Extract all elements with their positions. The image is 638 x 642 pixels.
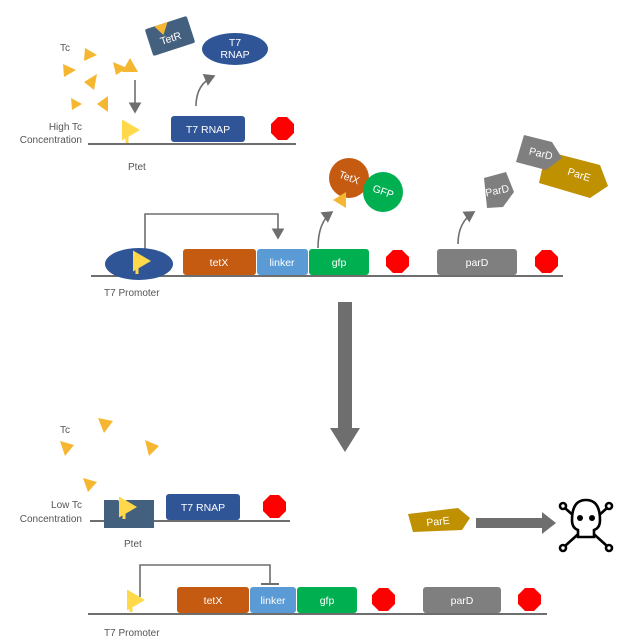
- tc-molecules-bottom: [60, 418, 159, 492]
- terminator-bottom-icon: [263, 495, 286, 518]
- construct-bottom: T7 Promoter tetX linker gfp parD: [88, 564, 547, 639]
- tc-label-top: Tc: [60, 43, 70, 54]
- tetr-bound-ptet: [104, 500, 154, 528]
- pard-protein-label: ParD: [484, 183, 510, 200]
- terminator-construct-bottom-2-icon: [518, 588, 541, 611]
- gene-linker-bottom: [250, 587, 296, 613]
- condition-high-line2: Concentration: [20, 135, 82, 146]
- repression-line-construct: [139, 564, 271, 597]
- low-tc-section: Tc Low Tc Concentration Ptet T7 RNAP Par…: [20, 418, 614, 553]
- t7rnap-protein-line1: T7: [229, 37, 241, 49]
- expression-arrow-gfp: [317, 211, 334, 249]
- gene-t7rnap-top: [171, 116, 245, 142]
- t7rnap-bound-promoter: [105, 248, 173, 280]
- gene-gfp-top: [309, 249, 369, 275]
- gene-linker-bottom-label: linker: [260, 595, 286, 607]
- tetr-protein: TetR: [145, 16, 195, 56]
- gene-t7rnap-bottom-label: T7 RNAP: [181, 502, 225, 514]
- tc-label-bottom: Tc: [60, 425, 70, 436]
- promoter-t7-top-icon: [133, 250, 151, 274]
- condition-low-line1: Low Tc: [51, 500, 82, 511]
- gfp-protein: [363, 172, 403, 212]
- activation-arrow-construct: [144, 213, 285, 258]
- gene-tetx-bottom-label: tetX: [204, 595, 223, 607]
- gene-pard-top: [437, 249, 517, 275]
- expression-arrow-t7: [195, 74, 216, 107]
- gene-pard-bottom-label: parD: [451, 595, 474, 607]
- gene-tetx-bottom: [177, 587, 249, 613]
- gene-linker-top-label: linker: [269, 257, 295, 269]
- high-tc-section: Tc TetR T7 RNAP High Tc Concentration Pt…: [20, 16, 296, 173]
- condition-high-line1: High Tc: [49, 122, 82, 133]
- promoter-ptet-top-icon: [122, 119, 140, 143]
- gene-gfp-top-label: gfp: [332, 257, 347, 269]
- promoter-ptet-bottom-icon: [119, 496, 137, 519]
- expression-arrow-pard: [457, 211, 476, 245]
- tetx-protein: [329, 158, 369, 198]
- t7-promoter-label-top: T7 Promoter: [104, 288, 160, 299]
- transition-down-arrow: [330, 302, 360, 452]
- toxicity-arrow: [476, 512, 556, 534]
- t7rnap-protein-line2: RNAP: [220, 49, 249, 61]
- gene-t7rnap-top-label: T7 RNAP: [186, 124, 230, 136]
- ptet-label-bottom: Ptet: [124, 539, 142, 550]
- pard-pare-complex: ParE ParD: [516, 135, 608, 198]
- t7-promoter-label-bottom: T7 Promoter: [104, 628, 160, 639]
- pare-protein-free: [408, 508, 470, 532]
- condition-low-line2: Concentration: [20, 514, 82, 525]
- skull-crossbones-icon: [558, 498, 614, 553]
- terminator-construct-top-2-icon: [535, 250, 558, 273]
- t7rnap-protein: [202, 33, 268, 65]
- promoter-t7-bottom-icon: [127, 589, 145, 612]
- gene-gfp-bottom: [297, 587, 357, 613]
- gene-linker-top: [257, 249, 308, 275]
- tc-bound-tetx: [333, 192, 346, 208]
- gene-tetx-top: [183, 249, 256, 275]
- gene-pard-top-label: parD: [466, 257, 489, 269]
- terminator-construct-bottom-1-icon: [372, 588, 395, 611]
- gene-gfp-bottom-label: gfp: [320, 595, 335, 607]
- construct-top: TetX GFP ParD ParE ParD T7 Promoter tetX…: [91, 135, 608, 299]
- gene-pard-bottom: [423, 587, 501, 613]
- ptet-label-top: Ptet: [128, 162, 146, 173]
- pard-protein: [484, 172, 514, 208]
- terminator-construct-top-1-icon: [386, 250, 409, 273]
- terminator-top-icon: [271, 117, 294, 140]
- pard-complex-label: ParD: [528, 145, 555, 163]
- tc-molecules-top: [63, 48, 138, 112]
- gene-t7rnap-bottom: [166, 494, 240, 520]
- pare-protein-label: ParE: [426, 515, 450, 529]
- gene-tetx-top-label: tetX: [210, 257, 229, 269]
